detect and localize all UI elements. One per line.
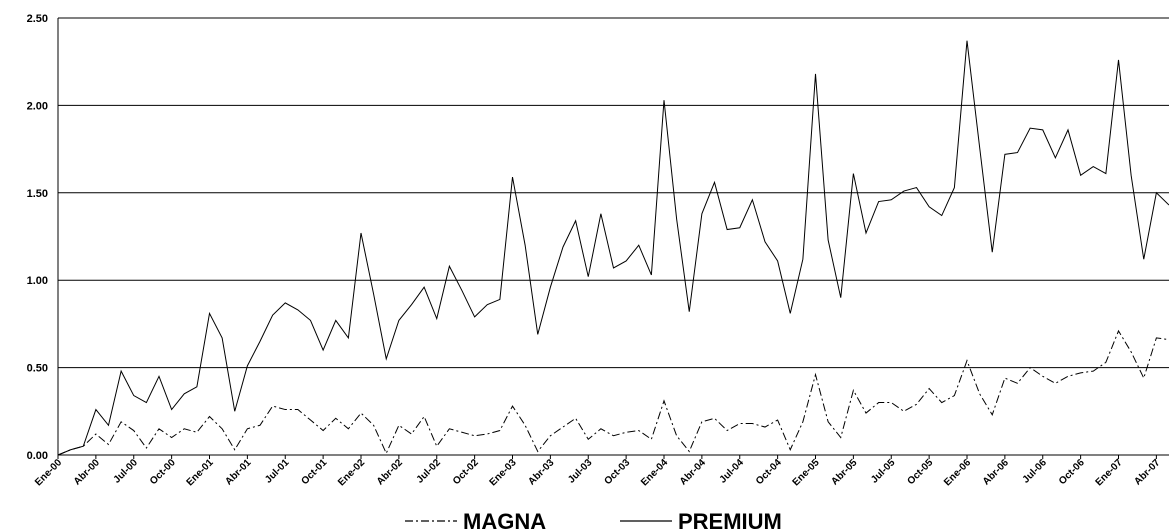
legend-label: PREMIUM — [678, 509, 782, 531]
series-line — [57, 329, 1169, 456]
x-tick-label: Jul-06 — [1021, 457, 1050, 486]
x-tick-label: Abr-05 — [829, 457, 859, 487]
x-tick-label: Jul-04 — [718, 457, 747, 486]
x-tick-label: Abr-03 — [526, 457, 556, 487]
legend-label: MAGNA — [463, 509, 546, 531]
x-tick-label: Jul-03 — [566, 457, 595, 486]
x-tick-label: Abr-07 — [1132, 457, 1162, 487]
x-tick-label: Oct-06 — [1057, 457, 1087, 487]
x-tick-label: Ene-07 — [1094, 457, 1125, 488]
series-line — [57, 40, 1169, 456]
y-tick-label: 1.50 — [27, 188, 48, 200]
x-tick-label: Jul-05 — [869, 457, 898, 486]
x-tick-label: Oct-05 — [905, 457, 935, 487]
y-tick-label: 0.00 — [27, 450, 48, 462]
x-tick-label: Oct-02 — [451, 457, 481, 487]
x-tick-label: Abr-00 — [72, 457, 102, 487]
x-tick-label: Ene-06 — [942, 457, 973, 488]
y-tick-label: 0.50 — [27, 363, 48, 375]
y-tick-label: 2.00 — [27, 100, 48, 112]
x-tick-label: Oct-03 — [602, 457, 632, 487]
x-tick-label: Jul-00 — [112, 457, 141, 486]
x-tick-label: Abr-01 — [223, 457, 253, 487]
x-tick-label: Abr-04 — [678, 457, 708, 487]
y-tick-label: 1.00 — [27, 275, 48, 287]
x-tick-label: Oct-01 — [299, 457, 329, 487]
x-tick-label: Ene-03 — [488, 457, 519, 488]
x-tick-label: Abr-02 — [375, 457, 405, 487]
x-tick-label: Jul-01 — [263, 457, 292, 486]
y-tick-label: 2.50 — [27, 13, 48, 25]
x-tick-label: Oct-00 — [148, 457, 178, 487]
x-tick-label: Jul-02 — [415, 457, 444, 486]
x-tick-label: Ene-04 — [639, 457, 670, 488]
x-tick-label: Ene-05 — [791, 457, 822, 488]
x-tick-label: Oct-04 — [754, 457, 784, 487]
x-tick-label: Abr-06 — [981, 457, 1011, 487]
x-tick-label: Ene-01 — [185, 457, 216, 488]
x-tick-label: Ene-02 — [336, 457, 367, 488]
